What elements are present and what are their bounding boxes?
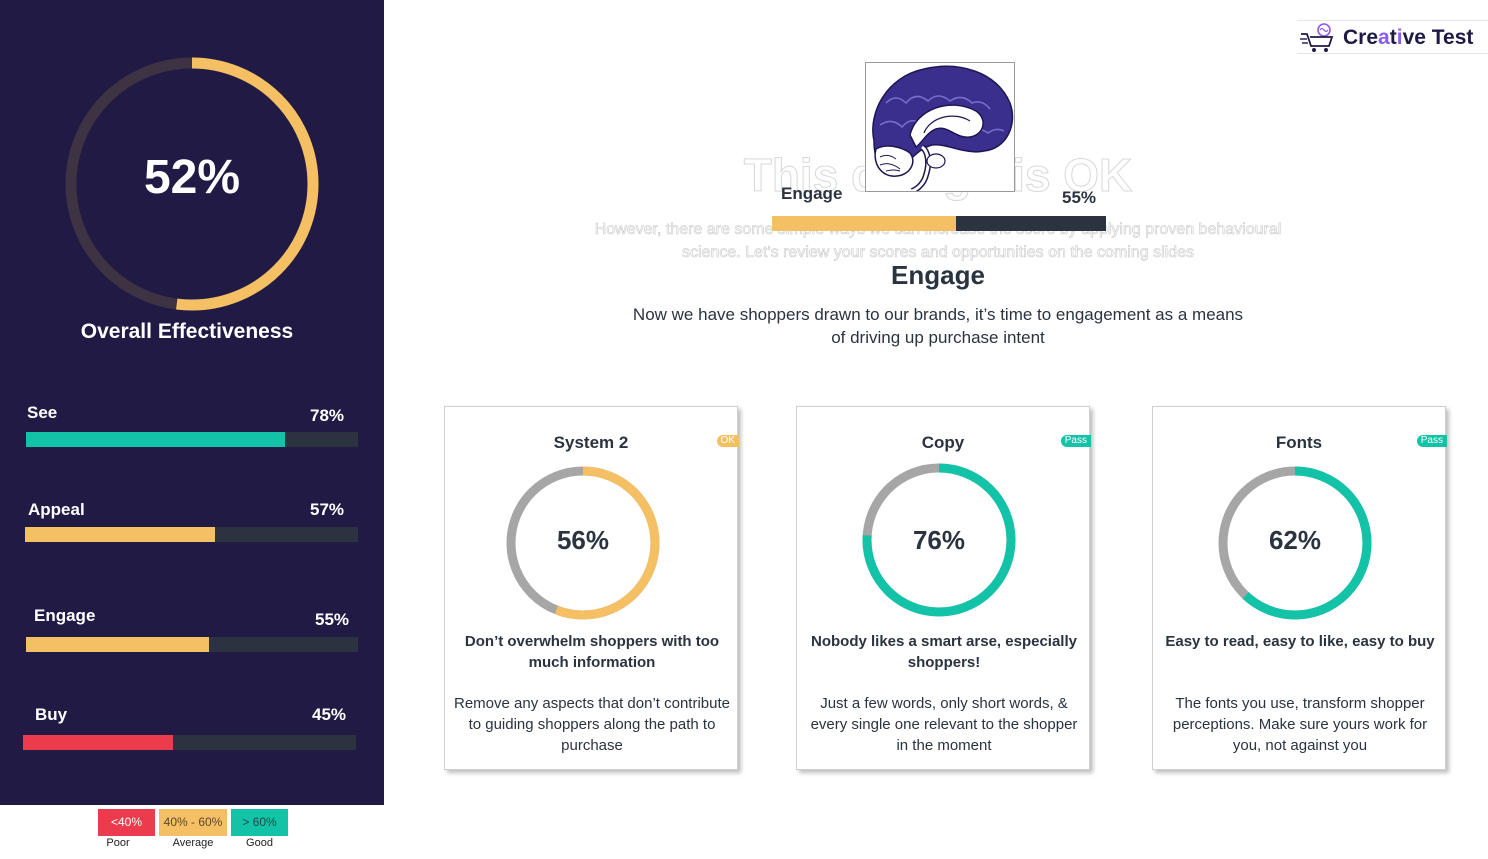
card-body: Remove any aspects that don’t contribute… xyxy=(454,695,730,754)
metric-see-value: 78% xyxy=(310,406,345,425)
metric-buy-label: Buy xyxy=(35,705,68,724)
metric-buy-value: 45% xyxy=(312,705,347,724)
card-fonts: Fonts Pass 62% Easy to read, easy to lik… xyxy=(1152,406,1447,770)
metric-appeal-value: 57% xyxy=(310,500,345,519)
score-donut xyxy=(1218,466,1372,620)
card-heading: Easy to read, easy to like, easy to buy xyxy=(1165,633,1435,650)
card-title: Fonts xyxy=(1275,433,1323,452)
score-donut-arc xyxy=(1218,466,1372,620)
logo-text: Creative Test xyxy=(1343,26,1474,49)
status-badge: OK xyxy=(716,435,739,447)
score-donut-arc xyxy=(862,463,1016,617)
engage-mini-bar xyxy=(772,216,1106,231)
metric-see-bar xyxy=(26,432,358,447)
metric-see-label: See xyxy=(27,403,58,422)
card-body: Just a few words, only short words, & ev… xyxy=(810,695,1078,754)
card-copy: Copy Pass 76% Nobody likes a smart arse,… xyxy=(796,406,1091,770)
overall-donut-arc xyxy=(65,57,319,311)
card-title: Copy xyxy=(921,433,965,452)
metric-buy-fill xyxy=(23,735,173,750)
metric-engage-bar xyxy=(26,637,358,652)
metric-appeal-label: Appeal xyxy=(28,500,85,519)
metric-buy-bar xyxy=(23,735,356,750)
section-description: Now we have shoppers drawn to our brands… xyxy=(632,305,1244,347)
legend-good-caption: Good xyxy=(246,837,273,849)
overall-score: 52% xyxy=(143,151,241,204)
shopping-cart-brain-icon xyxy=(1300,23,1334,52)
status-badge: Pass xyxy=(1060,435,1091,447)
creative-test-logo: Creative Test xyxy=(1297,20,1488,54)
card-title: System 2 xyxy=(553,433,629,452)
card-score: 56% xyxy=(556,525,610,555)
legend-poor-caption: Poor xyxy=(106,837,130,849)
metric-engage-fill xyxy=(26,637,209,652)
card-system-2: System 2 OK 56% Don’t overwhelm shoppers… xyxy=(444,406,739,770)
card-heading: Nobody likes a smart arse, especially sh… xyxy=(811,633,1077,671)
card-score: 76% xyxy=(912,525,966,555)
score-sidebar: 52% Overall Effectiveness See 78% Appeal… xyxy=(0,0,384,805)
engage-mini-fill xyxy=(772,216,956,231)
status-badge: Pass xyxy=(1416,435,1447,447)
score-donut xyxy=(506,466,660,620)
legend-good-swatch: > 60% xyxy=(231,809,288,836)
score-donut-arc xyxy=(506,466,660,620)
metric-appeal-bar xyxy=(25,527,358,542)
engage-mini-label: Engage xyxy=(781,184,843,203)
legend-average-caption: Average xyxy=(172,837,214,849)
metric-appeal-fill xyxy=(25,527,215,542)
legend-poor-swatch: <40% xyxy=(98,809,155,836)
engage-mini-value: 55% xyxy=(1062,188,1097,207)
overall-label: Overall Effectiveness xyxy=(80,320,294,343)
overall-donut xyxy=(65,57,319,311)
card-body: The fonts you use, transform shopper per… xyxy=(1172,695,1428,754)
legend-average-swatch: 40% - 60% xyxy=(159,809,227,836)
section-title: Engage xyxy=(891,260,985,290)
metric-engage-value: 55% xyxy=(315,610,350,629)
card-score: 62% xyxy=(1268,525,1322,555)
card-heading: Don’t overwhelm shoppers with too much i… xyxy=(464,633,720,671)
metric-engage-label: Engage xyxy=(34,606,96,625)
metric-see-fill xyxy=(26,432,285,447)
brain-illustration xyxy=(865,62,1015,192)
brain-icon xyxy=(872,65,1014,191)
score-donut xyxy=(862,463,1016,617)
